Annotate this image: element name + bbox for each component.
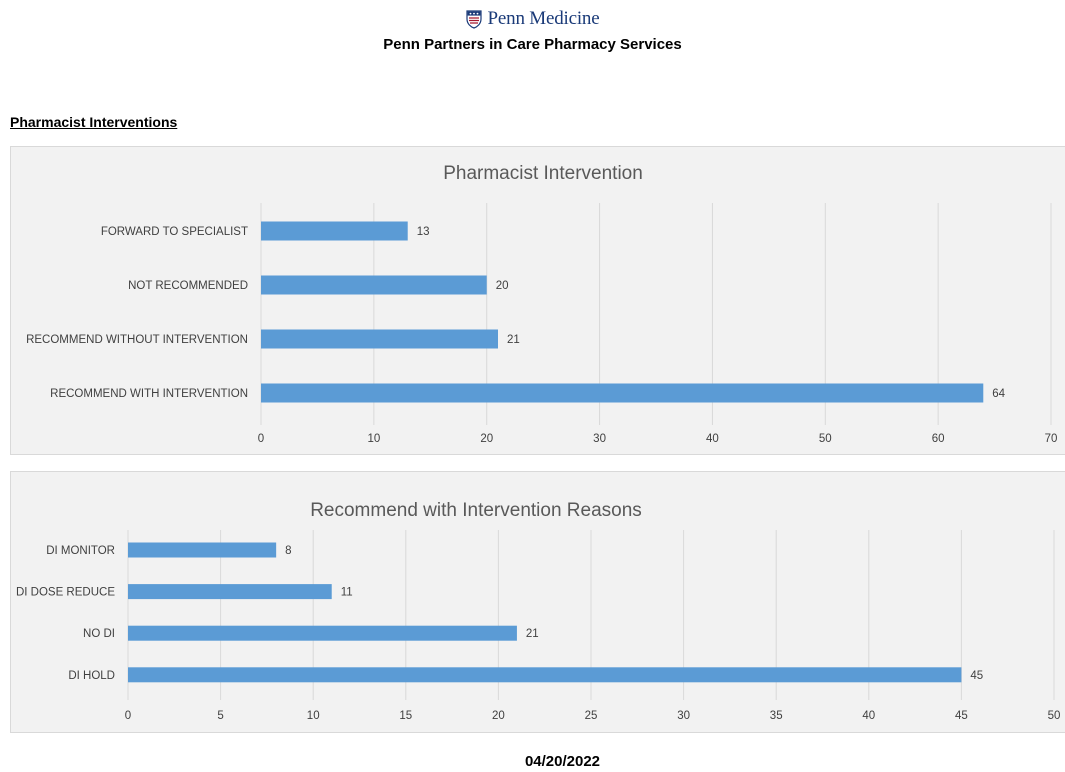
category-label: FORWARD TO SPECIALIST <box>101 226 248 238</box>
data-label: 8 <box>285 545 291 557</box>
x-tick-label: 30 <box>593 433 606 445</box>
x-tick-label: 45 <box>955 710 968 722</box>
header-logo: Penn Medicine <box>0 8 1065 30</box>
bar <box>128 584 332 600</box>
data-label: 20 <box>496 280 509 292</box>
penn-shield-icon <box>465 9 482 29</box>
category-label: NOT RECOMMENDED <box>128 280 248 292</box>
category-label: DI MONITOR <box>46 545 115 557</box>
x-tick-label: 10 <box>307 710 320 722</box>
x-tick-label: 60 <box>932 433 945 445</box>
x-tick-label: 0 <box>125 710 131 722</box>
x-tick-label: 0 <box>258 433 264 445</box>
x-tick-label: 10 <box>367 433 380 445</box>
x-tick-label: 25 <box>585 710 598 722</box>
category-label: NO DI <box>83 628 115 640</box>
chart-panel-intervention-reasons: 0 5 10 15 20 25 30 35 40 45 50 Recommend with Inter… <box>10 471 1065 733</box>
pharmacist-intervention-chart: 0 10 20 30 40 50 60 70 Pharmacist Intervention FO… <box>26 163 1058 445</box>
section-heading: Pharmacist Interventions <box>10 114 178 130</box>
category-label: DI DOSE REDUCE <box>16 587 115 599</box>
logo-text: Penn Medicine <box>487 8 600 29</box>
data-label: 13 <box>417 226 430 238</box>
bar <box>128 667 962 683</box>
x-tick-label: 5 <box>217 710 223 722</box>
bar <box>261 329 498 349</box>
page-subtitle: Penn Partners in Care Pharmacy Services <box>383 36 682 53</box>
chart-panel-pharmacist-intervention: 0 10 20 30 40 50 60 70 Pharmacist Intervention FO… <box>10 146 1065 455</box>
x-tick-label: 30 <box>677 710 690 722</box>
data-label: 45 <box>970 670 983 682</box>
chart-title: Pharmacist Intervention <box>443 163 643 184</box>
bar <box>128 542 277 558</box>
x-tick-label: 15 <box>399 710 412 722</box>
bar <box>261 383 984 403</box>
x-tick-label: 70 <box>1045 433 1058 445</box>
category-label: DI HOLD <box>68 670 115 682</box>
x-tick-label: 40 <box>862 710 875 722</box>
data-label: 21 <box>526 628 539 640</box>
bar <box>261 275 487 295</box>
bar <box>261 221 408 241</box>
intervention-reasons-chart: 0 5 10 15 20 25 30 35 40 45 50 Recommend with Inter… <box>16 500 1061 722</box>
data-label: 64 <box>992 388 1005 400</box>
x-tick-label: 20 <box>492 710 505 722</box>
category-label: RECOMMEND WITHOUT INTERVENTION <box>26 334 248 346</box>
x-tick-label: 35 <box>770 710 783 722</box>
x-tick-label: 50 <box>1048 710 1061 722</box>
x-tick-label: 40 <box>706 433 719 445</box>
footer-date: 04/20/2022 <box>524 753 601 770</box>
data-label: 21 <box>507 334 520 346</box>
x-tick-label: 20 <box>480 433 493 445</box>
data-label: 11 <box>341 587 353 599</box>
bar <box>128 625 517 641</box>
x-tick-label: 50 <box>819 433 832 445</box>
category-label: RECOMMEND WITH INTERVENTION <box>50 388 248 400</box>
chart-title: Recommend with Intervention Reasons <box>310 500 642 521</box>
